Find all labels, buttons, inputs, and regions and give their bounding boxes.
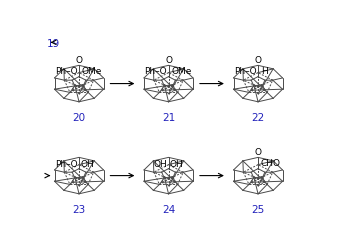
Text: O: O [254,148,261,157]
Text: OH: OH [80,160,94,169]
Text: 20: 20 [72,113,85,123]
Text: O: O [76,56,83,64]
Text: OH: OH [153,160,167,169]
Text: OMe: OMe [171,67,191,76]
Text: O: O [165,56,172,64]
Text: 23: 23 [72,205,86,215]
Text: Ph–O: Ph–O [145,67,167,76]
Text: OH: OH [170,160,184,169]
Text: 25: 25 [251,205,265,215]
Text: 24: 24 [162,205,175,215]
Text: Ph–O: Ph–O [55,160,78,169]
Text: CHO: CHO [261,159,281,168]
Text: 22: 22 [251,113,265,123]
Text: Ph–O: Ph–O [55,67,78,76]
Text: H: H [261,67,267,76]
Text: Ph–O: Ph–O [234,67,257,76]
Text: O: O [254,56,261,64]
Text: 19: 19 [47,39,60,49]
Text: OMe: OMe [82,67,102,76]
Text: 21: 21 [162,113,175,123]
